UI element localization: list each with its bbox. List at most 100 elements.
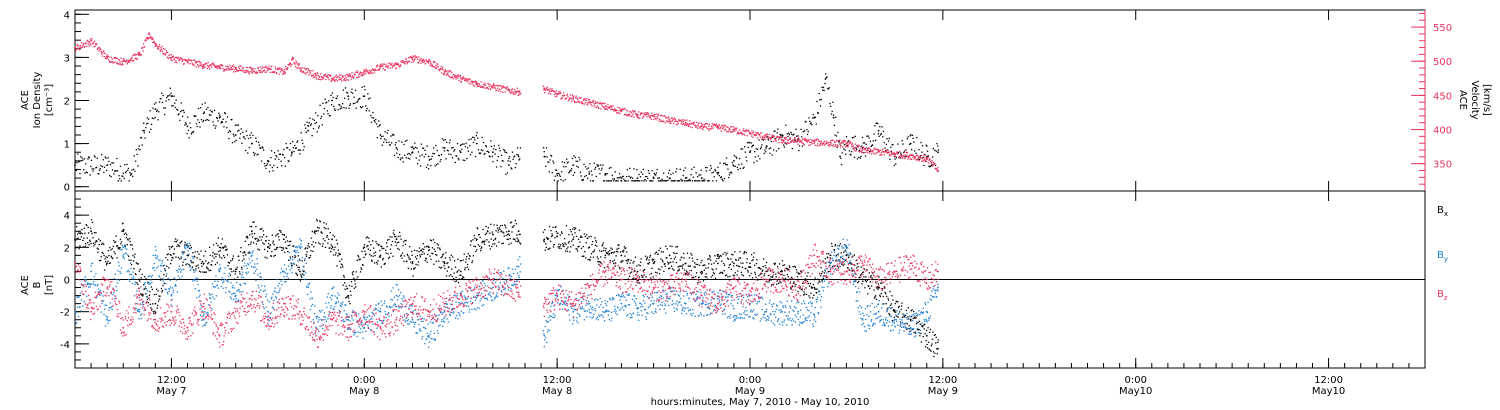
bottom-left-tick-label: -4 [60, 340, 70, 351]
ion-density-series-point [684, 177, 687, 180]
by-series-point [765, 310, 767, 313]
bx-series-point [845, 254, 848, 257]
by-series-point [588, 302, 591, 305]
bx-series-point [733, 262, 735, 265]
bz-series-point [331, 318, 333, 321]
velocity-series-point [588, 101, 591, 104]
by-series-point [170, 294, 173, 297]
velocity-series-point [909, 154, 912, 157]
top-left-tick-label: 0 [64, 183, 70, 194]
bx-series-point [122, 230, 125, 233]
bx-series-point [556, 235, 558, 238]
ion-density-series-point [331, 99, 333, 102]
by-series-point [363, 326, 366, 329]
by-series-point [427, 334, 430, 337]
bx-series-point [138, 278, 141, 281]
bz-series-point [492, 278, 494, 281]
by-series-point [186, 246, 189, 249]
by-series-point [877, 310, 880, 313]
x-tick-time-label: 12:00 [928, 375, 957, 386]
by-series-point [267, 310, 269, 313]
velocity-series-point [925, 157, 928, 160]
ion-density-series-point [186, 125, 189, 128]
velocity-series-point [475, 82, 478, 84]
velocity-series-point [218, 65, 221, 68]
velocity-series-point [877, 150, 880, 153]
by-series-point [937, 286, 939, 289]
bottom-left-tick-label: 0 [64, 276, 70, 287]
bz-series-point [299, 310, 301, 313]
ion-density-series-point [347, 95, 350, 98]
x-axis-label: hours:minutes, May 7, 2010 - May 10, 201… [651, 397, 870, 408]
bz-series-point [154, 318, 157, 321]
ion-density-series-point [717, 172, 719, 175]
bz-series-point [572, 302, 575, 305]
velocity-series-point [861, 149, 864, 151]
bz-series-point [543, 302, 546, 305]
bz-series-point [749, 294, 751, 297]
velocity-series-point [411, 56, 414, 59]
bx-series-point [315, 230, 317, 233]
bz-series-point [893, 270, 896, 273]
bx-series-point [700, 270, 703, 273]
x-tick-date-label: May10 [1312, 386, 1345, 397]
velocity-series-point [684, 121, 687, 124]
x-tick-date-label: May 8 [349, 386, 379, 397]
bx-series-point [861, 278, 864, 281]
velocity-series-point [700, 125, 703, 127]
legend-bx-series: Bx [1437, 205, 1448, 218]
by-series-point [733, 307, 735, 310]
velocity-series-point [604, 105, 607, 108]
bottom-ylabel-line3: [nT] [44, 275, 55, 295]
velocity-series-point [717, 125, 719, 128]
ion-density-series-point [517, 155, 520, 158]
bottom-ylabel-line1: ACE [20, 275, 31, 295]
ion-density-series-point [937, 151, 939, 154]
velocity-series-point [668, 119, 671, 121]
by-series-point [283, 270, 285, 273]
by-series-point [154, 254, 157, 257]
by-series-point [234, 294, 237, 297]
by-series-point [379, 310, 382, 313]
top-left-ylabel-line3: [cm⁻³] [44, 84, 55, 116]
ion-density-series-point [749, 151, 751, 154]
bz-series-point [684, 278, 687, 281]
bz-series-point [733, 286, 735, 289]
by-series-point [813, 314, 816, 316]
ion-density-series-point [143, 129, 146, 132]
bottom-ylabel-line2: B [32, 281, 43, 288]
bx-series-point [572, 238, 575, 241]
ion-density-series-point [234, 134, 237, 136]
ion-density-series-point [636, 177, 639, 180]
top-right-tick-label: 350 [1433, 160, 1452, 171]
ion-density-series-point [733, 159, 735, 162]
by-series-point [668, 297, 671, 300]
ion-density-series-point [411, 151, 414, 154]
by-series-point [106, 318, 108, 321]
velocity-series-point [283, 70, 285, 73]
bz-series-point [937, 270, 939, 273]
velocity-series-point [154, 43, 157, 46]
velocity-series-point [291, 59, 293, 61]
by-series-point [797, 310, 800, 313]
bx-series-point [74, 238, 76, 241]
ion-density-series-point [839, 155, 841, 158]
velocity-series [74, 32, 939, 173]
bz-series-point [877, 278, 880, 281]
by-series-point [347, 318, 350, 321]
bx-series-point [475, 238, 478, 241]
x-tick-date-label: May 9 [735, 386, 765, 397]
bz-series-point [347, 326, 350, 329]
ion-density-series-point [604, 172, 607, 175]
by-series-point [331, 294, 333, 297]
ion-density-series-point [218, 116, 221, 119]
x-tick-time-label: 12:00 [543, 375, 572, 386]
top-right-ylabel-line3: [km/s] [1481, 84, 1492, 116]
ion-density-series-point [508, 164, 510, 167]
bx-series-point [636, 270, 639, 273]
velocity-series-point [937, 169, 939, 172]
bz-series-point [765, 278, 767, 281]
bx-series-point [652, 262, 655, 265]
